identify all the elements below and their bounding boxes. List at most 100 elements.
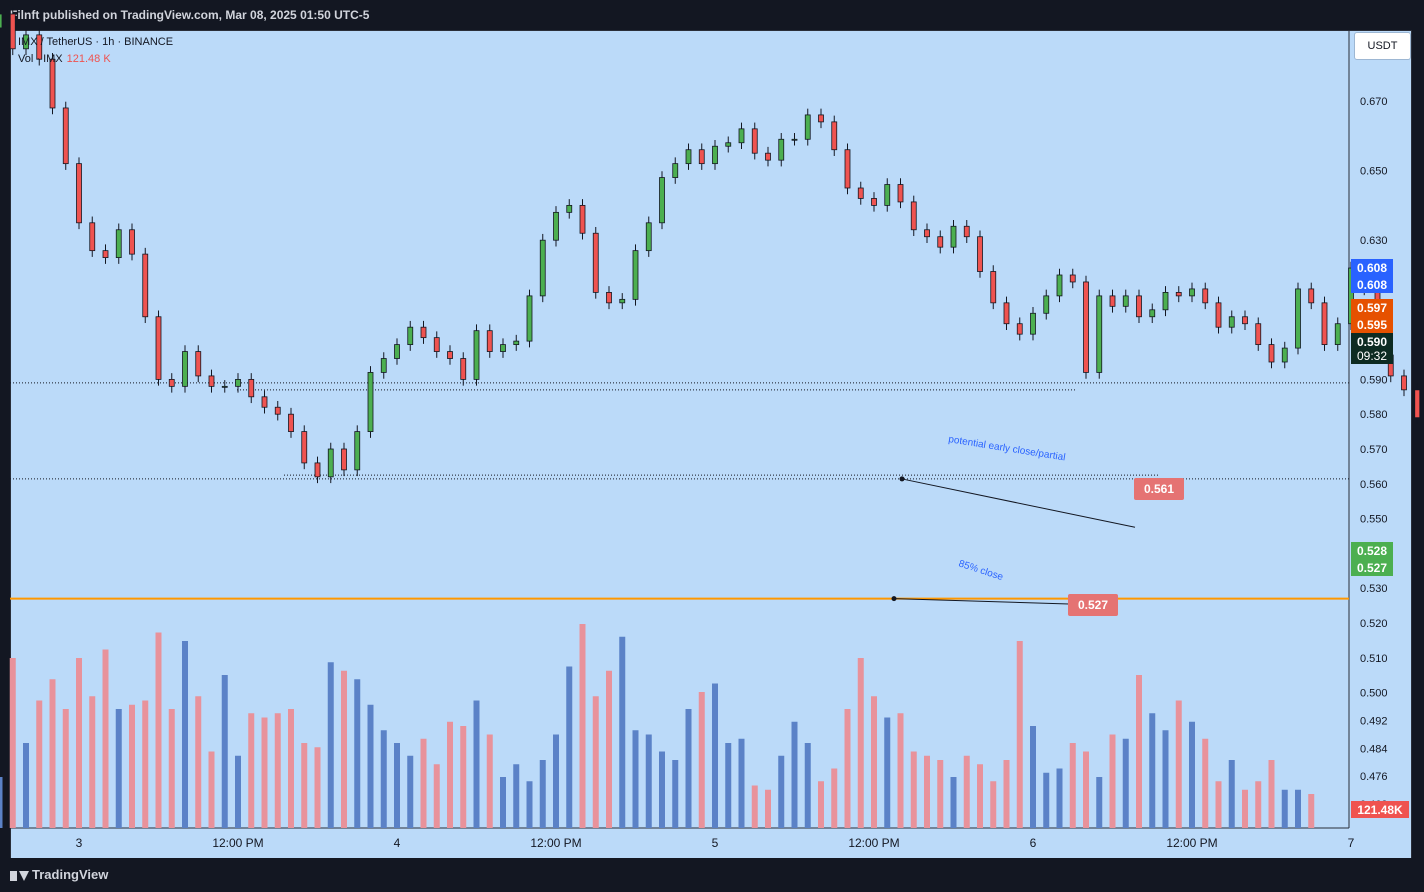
volume-bar bbox=[645, 734, 652, 828]
volume-bar bbox=[168, 709, 175, 828]
candle-body bbox=[354, 431, 361, 471]
volume-bar bbox=[897, 713, 904, 828]
volume-bar bbox=[314, 747, 321, 828]
candle-body bbox=[288, 413, 294, 433]
candle-body bbox=[394, 344, 400, 359]
volume-bar bbox=[1109, 734, 1116, 828]
volume-bar bbox=[884, 717, 891, 828]
annotation-line bbox=[893, 598, 1070, 605]
currency-button[interactable]: USDT bbox=[1354, 32, 1411, 60]
volume-bar bbox=[1281, 789, 1288, 828]
candle-body bbox=[950, 225, 957, 248]
x-tick-label: 12:00 PM bbox=[530, 836, 581, 850]
volume-bar bbox=[1175, 700, 1182, 828]
y-tick-label: 0.500 bbox=[1360, 688, 1388, 700]
volume-bar bbox=[407, 755, 414, 828]
axis-price-label bbox=[1351, 316, 1393, 333]
y-tick-label: 0.550 bbox=[1360, 514, 1388, 526]
footer-bar: TradingView bbox=[0, 858, 1424, 892]
candle-body bbox=[910, 201, 917, 231]
y-tick-label: 0.560 bbox=[1360, 479, 1388, 491]
candle-body bbox=[884, 184, 891, 206]
candle-body bbox=[513, 340, 520, 345]
tradingview-logo[interactable]: TradingView bbox=[10, 867, 108, 882]
candle-body bbox=[1016, 323, 1023, 335]
volume-bar bbox=[579, 624, 586, 828]
y-tick-label: 0.510 bbox=[1360, 653, 1388, 665]
volume-bar bbox=[248, 713, 255, 828]
volume-bar bbox=[9, 658, 16, 828]
candle-body bbox=[102, 250, 109, 258]
x-tick-label: 3 bbox=[76, 836, 83, 850]
candle-body bbox=[539, 239, 546, 297]
volume-bar bbox=[857, 658, 864, 828]
candle-body bbox=[698, 149, 705, 165]
candle-body bbox=[1202, 288, 1209, 304]
volume-bar bbox=[1030, 726, 1036, 828]
volume-bar bbox=[765, 789, 771, 828]
candle-body bbox=[1242, 316, 1248, 325]
volume-bar bbox=[685, 709, 692, 828]
candle-body bbox=[500, 344, 506, 352]
volume-bar bbox=[341, 670, 347, 828]
axis-price-text: 0.595 bbox=[1357, 318, 1387, 332]
candle-body bbox=[1136, 295, 1142, 318]
candle-body bbox=[778, 138, 785, 161]
x-tick-label: 12:00 PM bbox=[1166, 836, 1217, 850]
candle-body bbox=[1043, 295, 1050, 314]
volume-bar bbox=[1056, 768, 1063, 828]
volume-bar bbox=[327, 662, 334, 828]
annotation-text: potential early close/partial bbox=[948, 434, 1067, 463]
candle-body bbox=[712, 145, 718, 165]
volume-bar bbox=[1228, 760, 1235, 828]
volume-bar bbox=[155, 632, 162, 828]
volume-bar bbox=[76, 658, 82, 828]
volume-bar bbox=[539, 760, 546, 828]
candle-body bbox=[685, 149, 692, 165]
volume-bar bbox=[1308, 794, 1315, 828]
candle-body bbox=[447, 351, 453, 359]
candle-body bbox=[871, 198, 877, 206]
volume-bar bbox=[672, 760, 679, 828]
volume-bar bbox=[486, 734, 493, 828]
volume-bar bbox=[274, 713, 281, 828]
candle-body bbox=[380, 358, 387, 373]
y-tick-label: 0.530 bbox=[1360, 583, 1388, 595]
candle-body bbox=[9, 13, 16, 50]
candle-body bbox=[1122, 295, 1129, 307]
candle-body bbox=[990, 271, 997, 304]
y-tick-label: 0.484 bbox=[1360, 743, 1388, 755]
axis-price-text: 0.597 bbox=[1357, 301, 1387, 315]
volume-bar bbox=[62, 709, 69, 828]
price-chart[interactable]: 0.6700.6500.6300.6200.6100.6000.5900.580… bbox=[0, 0, 1424, 858]
axis-price-label bbox=[1351, 333, 1393, 350]
candle-body bbox=[844, 149, 851, 189]
volume-bar bbox=[725, 743, 732, 828]
volume-bar bbox=[804, 743, 811, 828]
volume-bar bbox=[36, 700, 43, 828]
candle-body bbox=[1308, 288, 1315, 304]
axis-price-text: 0.608 bbox=[1357, 261, 1387, 275]
volume-bar bbox=[1069, 743, 1076, 828]
volume-bar bbox=[1136, 675, 1142, 828]
axis-price-text: 0.528 bbox=[1357, 544, 1387, 558]
volume-bar bbox=[460, 726, 467, 828]
volume-bar bbox=[1215, 781, 1222, 828]
volume-bar bbox=[1202, 738, 1209, 828]
candle-body bbox=[791, 138, 798, 141]
candle-body bbox=[195, 351, 202, 377]
candle-body bbox=[235, 378, 241, 387]
current-volume-label bbox=[1351, 801, 1409, 818]
volume-bar bbox=[221, 675, 228, 828]
candle-body bbox=[897, 184, 904, 203]
axis-price-label bbox=[1351, 299, 1393, 316]
volume-bar bbox=[990, 781, 997, 828]
volume-bar bbox=[526, 781, 533, 828]
candle-body bbox=[804, 114, 811, 140]
candle-body bbox=[89, 222, 96, 252]
candle-body bbox=[221, 385, 228, 388]
volume-bar bbox=[778, 755, 785, 828]
volume-bar bbox=[235, 755, 241, 828]
candle-body bbox=[248, 378, 255, 398]
axis-price-label bbox=[1351, 542, 1393, 559]
